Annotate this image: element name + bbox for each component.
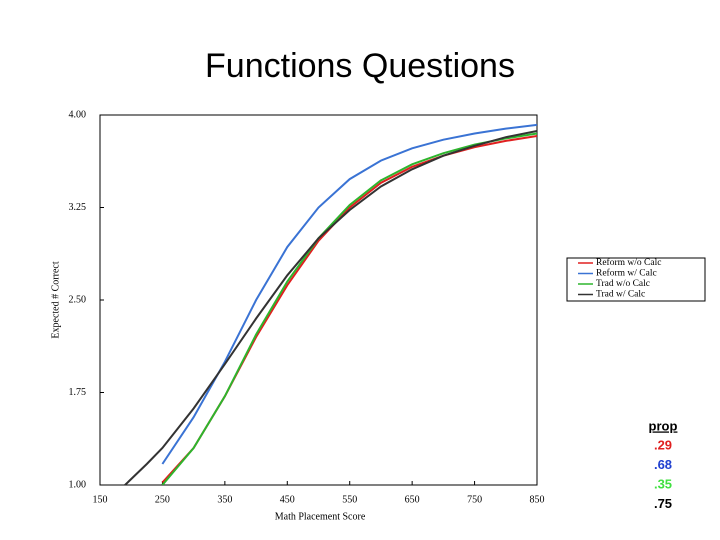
legend-label: Reform w/o Calc bbox=[596, 257, 661, 268]
prop-value: .75 bbox=[654, 496, 672, 511]
x-tick-label: 850 bbox=[530, 494, 545, 505]
x-axis-label: Math Placement Score bbox=[275, 511, 366, 522]
legend-label: Trad w/o Calc bbox=[596, 279, 650, 289]
prop-value: .29 bbox=[654, 437, 672, 452]
prop-value: .35 bbox=[654, 476, 672, 491]
y-tick-label: 1.00 bbox=[69, 479, 87, 490]
series-line bbox=[161, 132, 537, 485]
x-tick-label: 550 bbox=[342, 494, 357, 505]
series-line bbox=[161, 123, 537, 465]
y-tick-label: 2.50 bbox=[69, 294, 87, 305]
series-line bbox=[161, 135, 537, 484]
prop-value: .68 bbox=[654, 457, 672, 472]
x-tick-label: 350 bbox=[217, 494, 232, 505]
chart-title: Functions Questions bbox=[205, 47, 515, 85]
plot-frame bbox=[99, 114, 538, 486]
series-line bbox=[124, 130, 537, 485]
legend-label: Reform w/ Calc bbox=[596, 268, 657, 279]
prop-header: prop bbox=[649, 418, 678, 433]
x-tick-label: 750 bbox=[467, 494, 482, 505]
x-tick-label: 450 bbox=[280, 494, 295, 505]
x-tick-label: 650 bbox=[405, 494, 420, 505]
x-tick-label: 150 bbox=[93, 494, 108, 505]
y-axis-label: Expected # Correct bbox=[50, 261, 61, 338]
y-tick-label: 4.00 bbox=[69, 109, 87, 120]
legend-label: Trad w/ Calc bbox=[596, 290, 645, 300]
y-tick-label: 3.25 bbox=[69, 202, 87, 213]
x-tick-label: 250 bbox=[155, 494, 170, 505]
y-tick-label: 1.75 bbox=[69, 387, 87, 398]
